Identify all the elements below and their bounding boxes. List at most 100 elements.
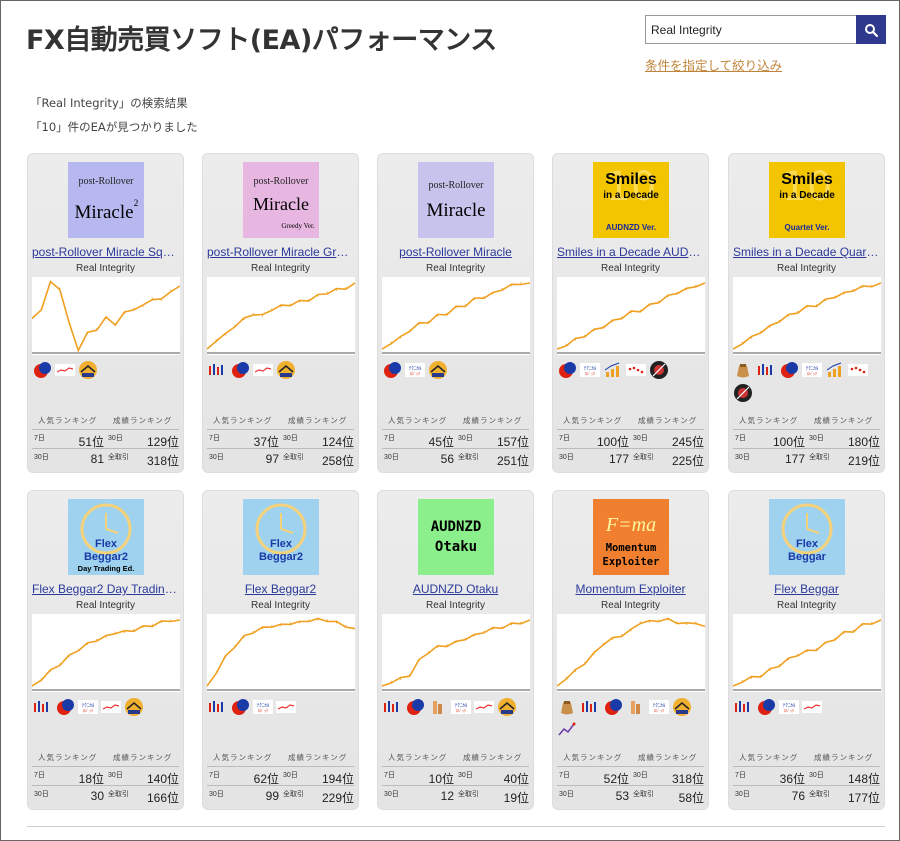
performance-ranking-label: 成績ランキング [814,753,874,762]
rank-all-label: 全取引 [283,454,304,461]
performance-chart[interactable] [556,614,706,692]
filter-conditions-link[interactable]: 条件を指定して絞り込み [645,58,783,73]
chart-point [834,295,836,297]
rank-7d-value: 52位 [603,772,629,786]
ea-card[interactable]: AUDNZD Otaku AUDNZD Otaku Real Integrity ﾃｸ… [377,490,534,810]
popular-ranking-label: 人気ランキング [563,753,623,762]
performance-chart[interactable] [732,277,882,355]
chart-point [565,676,567,679]
performance-chart-svg [381,282,531,354]
svg-text:Miracle: Miracle [253,194,309,214]
chart-point [565,343,567,345]
ea-card[interactable]: 10 Smiles in a Decade AUDNZD Ver. Smiles … [552,153,709,473]
performance-chart[interactable] [206,614,356,692]
chart-point [584,662,586,664]
ea-author: Real Integrity [76,600,135,611]
text-badge-icon: ﾃｸﾆｶﾙ ﾛｼﾞｯｸ [253,697,273,717]
ea-name-link[interactable]: post-Rollover Miracle Squ... [32,245,179,259]
rank-30d-label: 30日 [384,454,399,461]
svg-text:ﾃｸﾆｶﾙ: ﾃｸﾆｶﾙ [82,703,95,709]
search-input[interactable]: Real Integrity [645,15,857,44]
feature-icons: ﾃｸﾆｶﾙ ﾛｼﾞｯｸ [557,360,707,380]
ea-name-link[interactable]: Flex Beggar2 [244,582,317,596]
ea-card[interactable]: post-Rollover Miracle 2 post-Rollover Mir… [27,153,184,473]
performance-chart[interactable] [31,277,181,355]
performance-ranking-label: 成績ランキング [463,753,523,762]
jp-flag-icon [779,360,799,380]
performance-chart[interactable] [31,614,181,692]
ranking-row: 7日 52位 30日 318位 [557,766,704,786]
ea-card[interactable]: post-Rollover Miracle post-Rollover Mirac… [377,153,534,473]
performance-chart[interactable] [206,277,356,355]
chart-point [308,298,310,301]
rank-30d-perf-label: 30日 [809,772,824,779]
jp-flag-icon [230,360,250,380]
chart-point [271,308,273,310]
rank-7d-value: 62位 [253,772,279,786]
performance-chart[interactable] [381,277,531,355]
performance-chart-svg [732,282,882,354]
chart-point [317,295,319,297]
feature-icons: ﾃｸﾆｶﾙ ﾛｼﾞｯｸ [207,697,357,717]
search-button[interactable] [856,15,886,44]
svg-text:F=ma: F=ma [605,514,656,536]
ea-name-link[interactable]: Smiles in a Decade Quarte... [733,245,880,259]
chart-point [520,621,522,623]
ea-thumbnail[interactable]: Flex Beggar2 [243,499,319,575]
svg-text:ﾛｼﾞｯｸ: ﾛｼﾞｯｸ [784,707,794,713]
ea-thumbnail[interactable]: Flex Beggar2 Day Trading Ed. [68,499,144,575]
ea-name-link[interactable]: Flex Beggar [774,582,839,596]
ea-name-link[interactable]: Momentum Exploiter [575,582,686,596]
performance-chart[interactable] [556,277,706,355]
chart-point [409,674,411,676]
rank-7d-label: 7日 [384,772,395,779]
chart-point [49,282,52,284]
candles-icon [382,697,402,717]
mini-chart-icon [253,360,273,380]
performance-chart[interactable] [732,614,882,692]
svg-text:Miracle: Miracle [426,200,485,221]
ea-thumbnail[interactable]: post-Rollover Miracle 2 [68,162,144,238]
scale-icon [428,360,448,380]
ea-thumbnail[interactable]: Flex Beggar [769,499,845,575]
ea-name-link[interactable]: post-Rollover Miracle [399,245,512,259]
rank-7d-value: 36位 [779,772,805,786]
performance-ranking-label: 成績ランキング [113,416,173,425]
chart-point [492,628,494,630]
chart-point [427,320,429,323]
chart-point [151,624,153,626]
chart-point [123,631,126,633]
ea-name-link[interactable]: Smiles in a Decade AUDN... [557,245,704,259]
mini-chart-icon [474,697,494,717]
chart-series-line [732,282,882,350]
jp-flag-icon [55,697,75,717]
chart-point [96,639,98,641]
rank-30d-label: 30日 [34,791,49,798]
ea-thumbnail[interactable]: 10 Smiles in a Decade AUDNZD Ver. [593,162,669,238]
chart-point [464,304,466,306]
ea-card[interactable]: 10 Smiles in a Decade Quartet Ver. Smiles… [728,153,885,473]
ea-thumbnail[interactable]: AUDNZD Otaku [418,499,494,575]
performance-ranking-label: 成績ランキング [463,416,523,425]
ea-name-link[interactable]: Flex Beggar2 Day Trading ... [32,582,179,596]
ea-author: Real Integrity [601,263,660,274]
ea-card[interactable]: Flex Beggar Flex Beggar Real Integrity ﾃｸﾆ… [728,490,885,810]
ea-thumbnail[interactable]: 10 Smiles in a Decade Quartet Ver. [769,162,845,238]
ea-thumbnail[interactable]: post-Rollover Miracle Greedy Ver. [243,162,319,238]
hand-icon [626,697,646,717]
tool-icon [733,383,753,403]
ea-thumbnail[interactable]: F=ma Momentum Exploiter [593,499,669,575]
ea-card[interactable]: F=ma Momentum Exploiter Momentum Exploite… [552,490,709,810]
chart-point [760,674,762,676]
ea-card[interactable]: Flex Beggar2 Flex Beggar2 Real Integrity ﾃ… [202,490,359,810]
ea-card[interactable]: post-Rollover Miracle Greedy Ver. post-Ro… [202,153,359,473]
ea-thumbnail[interactable]: post-Rollover Miracle [418,162,494,238]
rank-30d-value: 56 [440,452,454,466]
ea-name-link[interactable]: AUDNZD Otaku [412,582,499,596]
ea-card[interactable]: Flex Beggar2 Day Trading Ed. Flex Beggar2… [27,490,184,810]
chart-point [289,303,291,305]
ea-name-link[interactable]: post-Rollover Miracle Gree... [207,245,354,259]
performance-chart[interactable] [381,614,531,692]
rank-30d-perf-value: 40位 [503,772,529,786]
chart-point [170,619,172,621]
